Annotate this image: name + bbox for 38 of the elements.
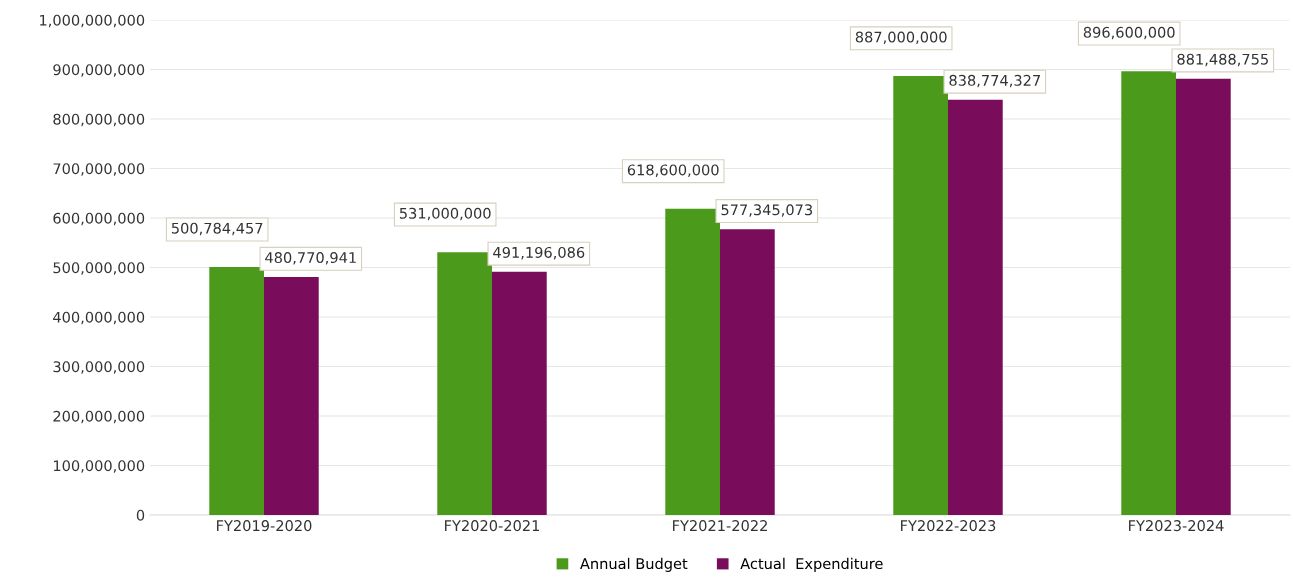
y-tick-label: 300,000,000 [53,361,145,374]
y-tick-label: 800,000,000 [53,113,145,127]
bar [665,208,720,515]
bar [720,229,775,515]
data-label: 838,774,327 [949,74,1040,88]
bar [1176,78,1231,515]
bar [1121,71,1176,515]
x-tick-label: FY2020-2021 [445,520,540,532]
data-label: 896,600,000 [1083,26,1175,40]
y-tick-label: 1,000,000,000 [40,14,145,28]
x-tick-label: FY2022-2023 [901,520,996,532]
legend-label: Annual Budget [580,557,688,572]
y-tick-label: 0 [136,509,145,521]
y-tick-label: 200,000,000 [53,410,145,424]
bar [209,267,264,515]
data-label: 480,770,941 [265,252,356,265]
y-tick-label: 100,000,000 [53,460,145,473]
x-tick-label: FY2019-2020 [217,520,312,532]
data-label: 618,600,000 [627,164,719,177]
data-label: 887,000,000 [855,31,947,45]
y-tick-label: 600,000,000 [53,212,145,226]
x-tick-label: FY2021-2022 [673,520,767,532]
bar [437,252,492,515]
y-tick-label: 400,000,000 [53,311,145,325]
bar [264,277,319,515]
data-label: 881,488,755 [1177,53,1268,67]
legend-label: Actual Expenditure [740,557,883,572]
y-tick-label: 900,000,000 [53,64,145,77]
y-tick-label: 500,000,000 [53,262,145,275]
y-tick-label: 700,000,000 [53,163,145,176]
bar [948,99,1003,515]
bar [492,271,547,515]
data-label: 577,345,073 [721,204,813,217]
data-label: 500,784,457 [171,222,263,236]
bar [893,75,948,515]
x-tick-label: FY2023-2024 [1129,520,1224,532]
data-label: 531,000,000 [399,207,491,221]
data-label: 491,196,086 [493,246,585,260]
